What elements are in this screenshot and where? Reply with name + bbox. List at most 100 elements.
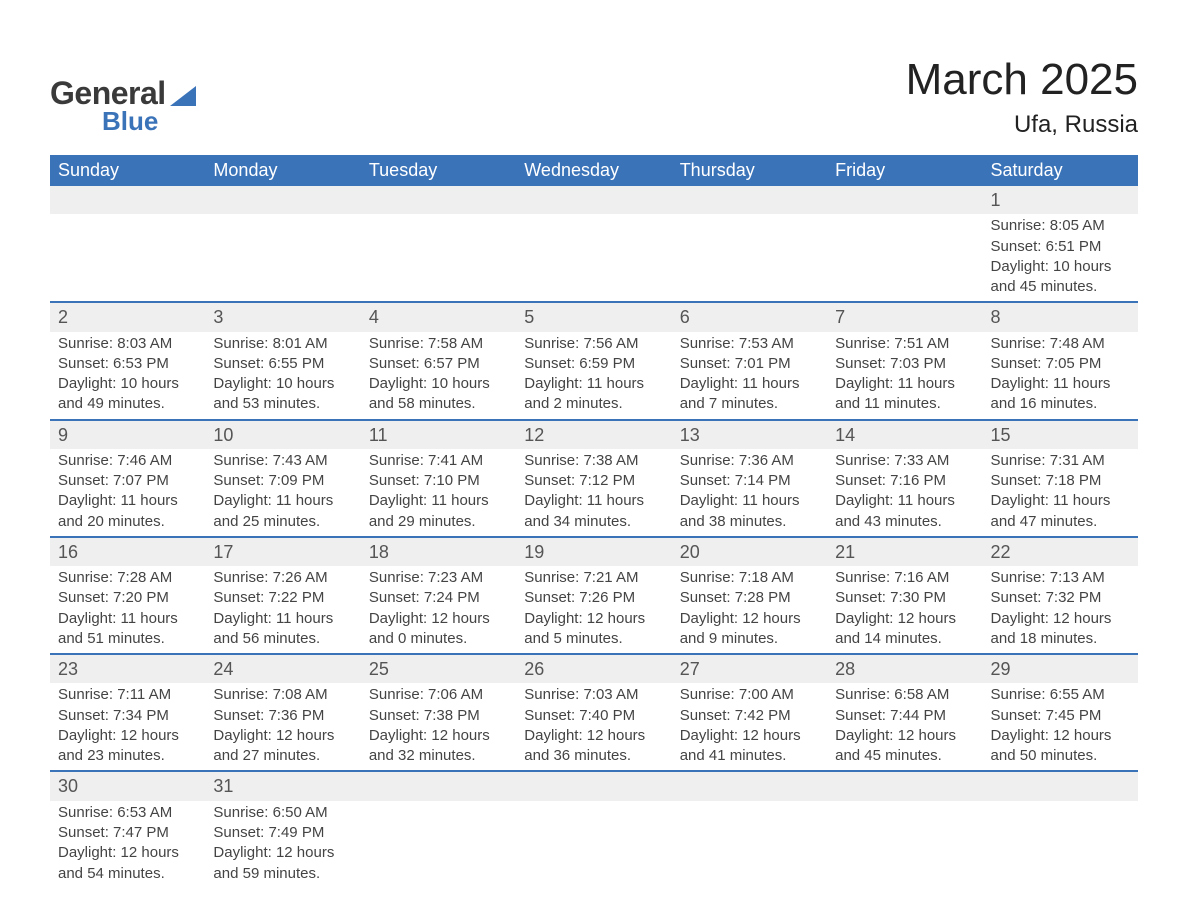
- day2-text: and 27 minutes.: [213, 746, 352, 766]
- day-number-cell: 2: [50, 301, 205, 331]
- day-number: 9: [50, 421, 205, 449]
- day-number-cell: 17: [205, 536, 360, 566]
- day-number: 18: [361, 538, 516, 566]
- day-number-cell: 5: [516, 301, 671, 331]
- day-number: 31: [205, 772, 360, 800]
- day-cell: [983, 801, 1138, 888]
- sunset-text: Sunset: 7:20 PM: [58, 588, 197, 608]
- day2-text: and 47 minutes.: [991, 512, 1130, 532]
- day1-text: Daylight: 11 hours: [680, 491, 819, 511]
- day2-text: and 2 minutes.: [524, 394, 663, 414]
- day-cell: [672, 801, 827, 888]
- day-number: 3: [205, 303, 360, 331]
- weekday-header: Monday: [205, 155, 360, 186]
- day-number-cell: 15: [983, 419, 1138, 449]
- day-cell: Sunrise: 7:28 AMSunset: 7:20 PMDaylight:…: [50, 566, 205, 653]
- day-number-cell: 10: [205, 419, 360, 449]
- sunset-text: Sunset: 6:51 PM: [991, 237, 1130, 257]
- sunrise-text: Sunrise: 7:56 AM: [524, 334, 663, 354]
- day-cell: Sunrise: 6:53 AMSunset: 7:47 PMDaylight:…: [50, 801, 205, 888]
- day-number-cell: [983, 770, 1138, 800]
- day-number: 24: [205, 655, 360, 683]
- day2-text: and 16 minutes.: [991, 394, 1130, 414]
- day-number-cell: 14: [827, 419, 982, 449]
- sunset-text: Sunset: 6:59 PM: [524, 354, 663, 374]
- day1-text: Daylight: 12 hours: [58, 843, 197, 863]
- sunrise-text: Sunrise: 8:01 AM: [213, 334, 352, 354]
- sunset-text: Sunset: 6:53 PM: [58, 354, 197, 374]
- day2-text: and 36 minutes.: [524, 746, 663, 766]
- day-number: 30: [50, 772, 205, 800]
- day2-text: and 43 minutes.: [835, 512, 974, 532]
- day1-text: Daylight: 12 hours: [524, 726, 663, 746]
- day-number: 28: [827, 655, 982, 683]
- day-number: 21: [827, 538, 982, 566]
- day-number: 12: [516, 421, 671, 449]
- day1-text: Daylight: 12 hours: [369, 726, 508, 746]
- sunrise-text: Sunrise: 7:23 AM: [369, 568, 508, 588]
- day-cell: Sunrise: 7:21 AMSunset: 7:26 PMDaylight:…: [516, 566, 671, 653]
- day-cell: [827, 801, 982, 888]
- day-number: 22: [983, 538, 1138, 566]
- day-cell: Sunrise: 8:03 AMSunset: 6:53 PMDaylight:…: [50, 332, 205, 419]
- day-number: [516, 772, 671, 800]
- day-number: 6: [672, 303, 827, 331]
- day-cell: [205, 214, 360, 301]
- sunset-text: Sunset: 7:45 PM: [991, 706, 1130, 726]
- sunrise-text: Sunrise: 7:00 AM: [680, 685, 819, 705]
- day-cell: Sunrise: 7:18 AMSunset: 7:28 PMDaylight:…: [672, 566, 827, 653]
- day-cell: Sunrise: 7:26 AMSunset: 7:22 PMDaylight:…: [205, 566, 360, 653]
- day-number: 11: [361, 421, 516, 449]
- day-cell: Sunrise: 7:58 AMSunset: 6:57 PMDaylight:…: [361, 332, 516, 419]
- day-cell: [361, 801, 516, 888]
- day-number: 5: [516, 303, 671, 331]
- day-number: 27: [672, 655, 827, 683]
- sunrise-text: Sunrise: 6:58 AM: [835, 685, 974, 705]
- sunrise-text: Sunrise: 6:50 AM: [213, 803, 352, 823]
- day-number: 26: [516, 655, 671, 683]
- sunset-text: Sunset: 7:10 PM: [369, 471, 508, 491]
- sunrise-text: Sunrise: 6:55 AM: [991, 685, 1130, 705]
- day-number-cell: [672, 186, 827, 214]
- day2-text: and 58 minutes.: [369, 394, 508, 414]
- day-cell: Sunrise: 8:01 AMSunset: 6:55 PMDaylight:…: [205, 332, 360, 419]
- brand-triangle-icon: [170, 86, 196, 106]
- day-cell: Sunrise: 6:50 AMSunset: 7:49 PMDaylight:…: [205, 801, 360, 888]
- day-number: 20: [672, 538, 827, 566]
- day-number-cell: 8: [983, 301, 1138, 331]
- day-number-cell: 11: [361, 419, 516, 449]
- day-number: 16: [50, 538, 205, 566]
- day-number-cell: 28: [827, 653, 982, 683]
- month-title: March 2025: [906, 55, 1138, 105]
- day-number: 23: [50, 655, 205, 683]
- day2-text: and 41 minutes.: [680, 746, 819, 766]
- sunset-text: Sunset: 7:32 PM: [991, 588, 1130, 608]
- day2-text: and 50 minutes.: [991, 746, 1130, 766]
- day1-text: Daylight: 11 hours: [835, 374, 974, 394]
- day-number-cell: 7: [827, 301, 982, 331]
- day-number-cell: 4: [361, 301, 516, 331]
- day-number: 1: [983, 186, 1138, 214]
- day-number: [50, 186, 205, 214]
- day2-text: and 5 minutes.: [524, 629, 663, 649]
- day1-text: Daylight: 12 hours: [680, 609, 819, 629]
- day-cell: Sunrise: 7:08 AMSunset: 7:36 PMDaylight:…: [205, 683, 360, 770]
- day-cell: Sunrise: 7:31 AMSunset: 7:18 PMDaylight:…: [983, 449, 1138, 536]
- day-cell: [50, 214, 205, 301]
- sunset-text: Sunset: 7:24 PM: [369, 588, 508, 608]
- day2-text: and 34 minutes.: [524, 512, 663, 532]
- day-number: 4: [361, 303, 516, 331]
- day-number: [827, 772, 982, 800]
- sunset-text: Sunset: 7:03 PM: [835, 354, 974, 374]
- day1-text: Daylight: 12 hours: [835, 609, 974, 629]
- day-number: 25: [361, 655, 516, 683]
- day2-text: and 59 minutes.: [213, 864, 352, 884]
- day-number-cell: [516, 186, 671, 214]
- sunrise-text: Sunrise: 7:28 AM: [58, 568, 197, 588]
- day-cell: [672, 214, 827, 301]
- day-number: [983, 772, 1138, 800]
- day2-text: and 29 minutes.: [369, 512, 508, 532]
- day1-text: Daylight: 10 hours: [369, 374, 508, 394]
- day-cell: Sunrise: 7:46 AMSunset: 7:07 PMDaylight:…: [50, 449, 205, 536]
- sunrise-text: Sunrise: 6:53 AM: [58, 803, 197, 823]
